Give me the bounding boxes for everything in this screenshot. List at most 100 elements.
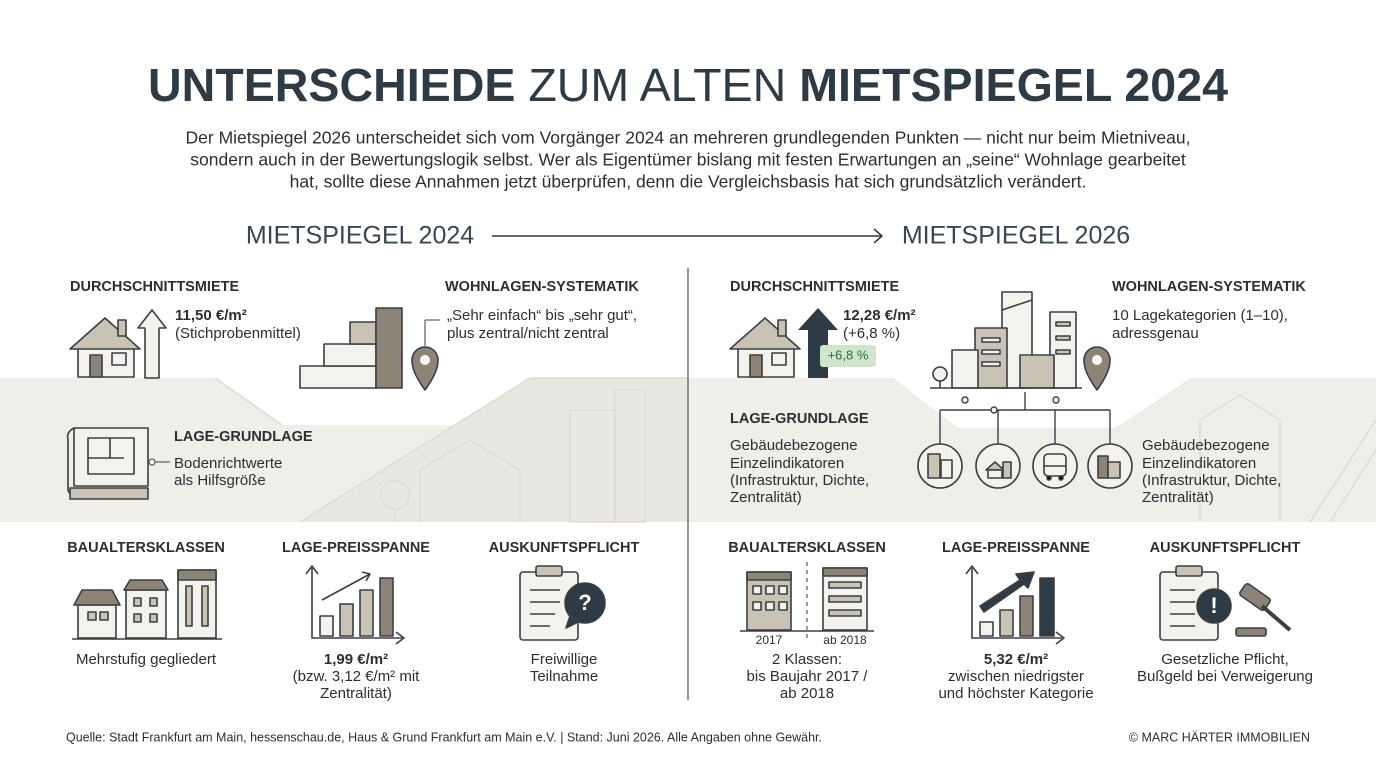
city-icon	[930, 291, 1082, 389]
indicator-tree	[939, 392, 1111, 444]
bar-icon-part	[1039, 577, 1055, 637]
clipboard-icon-part	[535, 565, 563, 577]
bar-icon	[965, 565, 1065, 645]
intro-line: Der Mietspiegel 2026 unterscheidet sich …	[186, 128, 1191, 148]
section-heading: DURCHSCHNITTSMIETE	[70, 279, 239, 295]
key-value: 12,28 €/m²	[843, 307, 916, 324]
clipboard-icon-part	[565, 615, 581, 629]
house-icon-part	[89, 354, 103, 378]
indicator-icons-part	[1107, 461, 1121, 479]
plan-icon-part	[87, 437, 135, 475]
infographic-part	[148, 458, 156, 466]
stairs-icon-part	[323, 343, 377, 367]
label: ab 2018	[823, 633, 867, 647]
key-value: 1,99 €/m²	[324, 651, 388, 668]
key-value: 5,32 €/m²	[984, 651, 1048, 668]
body-text: (bzw. 3,12 €/m² mit	[293, 668, 421, 685]
pin-icon	[1083, 346, 1111, 391]
body-text: Freiwillige	[531, 651, 598, 668]
bar-icon-part	[379, 577, 394, 637]
buildings-icon-part	[133, 597, 142, 607]
indicator-icons-part	[940, 459, 953, 479]
clipboard-icon-part	[1175, 565, 1203, 577]
indicator-icons-part	[1058, 475, 1064, 481]
body-text: Mehrstufig gegliedert	[76, 651, 217, 668]
background-part	[1329, 449, 1376, 523]
background	[0, 377, 1376, 523]
bar-icon-part	[1019, 595, 1034, 637]
background-part	[1309, 419, 1376, 523]
body-text: Zentralität)	[730, 489, 802, 506]
bar-icon-part	[999, 609, 1014, 637]
body-text: plus zentral/nicht zentral	[447, 325, 609, 342]
pin-icon-part	[411, 346, 439, 391]
stairs-icon-part	[375, 307, 403, 389]
section-heading: WOHNLAGEN-SYSTEMATIK	[1112, 279, 1306, 295]
city-icon-part	[951, 349, 979, 389]
body-text: Gesetzliche Pflicht,	[1161, 651, 1289, 668]
gavel-icon-part	[1260, 604, 1292, 632]
indicator-icons-part	[987, 469, 1003, 479]
body-text: Bodenrichtwerte	[174, 455, 282, 472]
buildings-icon-part	[201, 585, 209, 627]
city-icon-part	[981, 349, 1001, 355]
body-text: und höchster Kategorie	[938, 685, 1093, 702]
buildings-icon	[740, 567, 874, 632]
body-text: adressgenau	[1112, 325, 1199, 342]
rise-arrow	[798, 308, 838, 378]
background-part	[419, 439, 521, 522]
body-text: (Stichprobenmittel)	[175, 325, 301, 342]
body-text: Einzelindikatoren	[1142, 455, 1256, 472]
title-bold: MIETSPIEGEL 2024	[799, 59, 1228, 111]
clipboard-icon	[1159, 565, 1232, 641]
indicator-icons-part	[1002, 461, 1012, 479]
section-heading: BAUALTERSKLASSEN	[67, 540, 225, 556]
buildings-icon	[72, 569, 222, 640]
section-heading: LAGE-GRUNDLAGE	[174, 429, 313, 445]
section-heading: LAGE-PREISSPANNE	[942, 540, 1090, 556]
bar-icon-part	[305, 565, 319, 575]
body-text: „Sehr einfach“ bis „sehr gut“,	[447, 307, 637, 324]
indicator-icons-part	[927, 453, 941, 479]
section-heading: AUSKUNFTSPFLICHT	[1150, 540, 1301, 556]
buildings-icon-part	[87, 611, 97, 621]
gavel-icon-part	[1239, 583, 1271, 611]
body-text: 10 Lagekategorien (1–10),	[1112, 307, 1288, 324]
plan-icon-part	[69, 487, 149, 500]
buildings-icon-part	[828, 595, 862, 603]
city-icon-part	[1001, 299, 1033, 311]
indicator-tree-part	[961, 396, 969, 404]
buildings-icon-part	[73, 589, 121, 606]
body-text: Teilnahme	[530, 668, 598, 685]
key-value: 11,50 €/m²	[175, 307, 247, 324]
stairs-icon-part	[349, 321, 377, 345]
clipboard-icon-part	[1196, 588, 1232, 624]
section-heading: BAUALTERSKLASSEN	[728, 540, 886, 556]
title-bold: UNTERSCHIEDE	[148, 59, 515, 111]
bar-icon-part	[971, 568, 1062, 639]
column-title: MIETSPIEGEL 2024	[246, 222, 474, 250]
body-text: Gebäudebezogene	[1142, 437, 1270, 454]
column-title: MIETSPIEGEL 2026	[902, 222, 1130, 250]
body-text: (+6,8 %)	[843, 325, 900, 342]
bar-icon-part	[321, 573, 371, 601]
body-text: Zentralität)	[320, 685, 392, 702]
buildings-icon-part	[149, 597, 158, 607]
label: 2017	[756, 633, 783, 647]
city-icon-part	[981, 361, 1001, 367]
intro-line: sondern auch in der Bewertungslogik selb…	[190, 150, 1186, 170]
house-icon-part	[111, 352, 127, 366]
buildings-icon-part	[778, 585, 788, 595]
body-text: ab 2018	[780, 685, 834, 702]
indicator-tree-part	[990, 406, 998, 414]
buildings-icon-part	[133, 613, 142, 623]
city-icon-part	[1055, 349, 1071, 355]
background-part	[300, 378, 688, 522]
background-part	[1199, 394, 1281, 522]
transition-arrow	[492, 228, 884, 244]
bar-icon-part	[965, 565, 979, 575]
section-heading: WOHNLAGEN-SYSTEMATIK	[445, 279, 639, 295]
bar-icon-part	[361, 571, 371, 582]
